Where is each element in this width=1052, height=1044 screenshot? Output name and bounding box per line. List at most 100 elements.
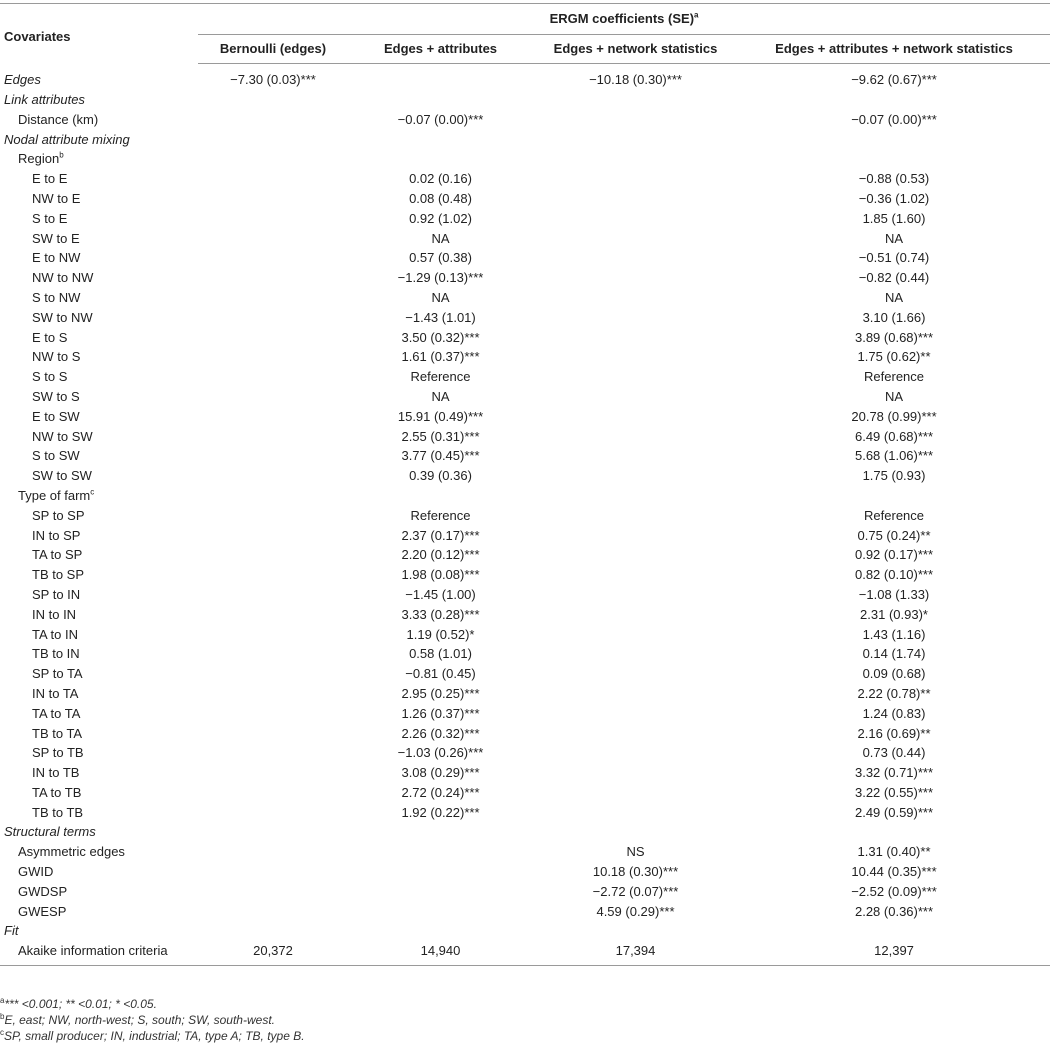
- table-cell: [198, 446, 348, 466]
- table-cell: [533, 506, 738, 526]
- table-row: TB to TB 1.92 (0.22)*** 2.49 (0.59)***: [0, 803, 1050, 823]
- table-cell: [198, 526, 348, 546]
- table-row: SW to SW 0.39 (0.36) 1.75 (0.93): [0, 466, 1050, 486]
- table-cell: [533, 743, 738, 763]
- table-cell: 2.28 (0.36)***: [854, 903, 934, 919]
- table-row: TA to TB 2.72 (0.24)*** 3.22 (0.55)***: [0, 783, 1050, 803]
- table-cell: [198, 149, 348, 169]
- table-cell: NA: [884, 230, 904, 246]
- table-row: Akaike information criteria 20,372 14,940 1…: [0, 941, 1051, 967]
- table-cell: 0.92 (0.17)***: [854, 547, 934, 563]
- table-cell: −1.08 (1.33): [858, 586, 930, 602]
- table-cell: [533, 288, 738, 308]
- table-cell: [348, 921, 533, 941]
- table-cell: [533, 427, 738, 447]
- table-cell: [348, 130, 533, 150]
- table-cell: −9.62 (0.67)***: [851, 72, 937, 87]
- table-row: TA to IN 1.19 (0.52)* 1.43 (1.16): [0, 625, 1050, 645]
- column-header-attributes: Edges + attributes: [348, 34, 533, 64]
- row-label: IN to IN: [32, 606, 77, 622]
- table-cell: [198, 328, 348, 348]
- row-label: GWDSP: [18, 883, 68, 899]
- table-cell: [533, 684, 738, 704]
- table-cell: 1.31 (0.40)**: [857, 844, 931, 860]
- table-cell: 1.19 (0.52)*: [406, 626, 475, 642]
- table-row: Distance (km) −0.07 (0.00)*** −0.07 (0.00)…: [0, 110, 1050, 130]
- table-cell: [533, 526, 738, 546]
- table-cell: 0.82 (0.10)***: [854, 567, 934, 583]
- table-cell: [198, 486, 348, 506]
- table-cell: [533, 446, 738, 466]
- table-row: GWESP 4.59 (0.29)*** 2.28 (0.36)***: [0, 902, 1050, 922]
- table-cell: [198, 248, 348, 268]
- table-cell: 10.18 (0.30)***: [592, 864, 679, 880]
- table-cell: [533, 169, 738, 189]
- row-label: Akaike information criteria: [0, 941, 198, 967]
- table-cell: 17,394: [533, 941, 738, 967]
- table-cell: 0.08 (0.48): [409, 190, 472, 206]
- row-label: E to S: [32, 329, 68, 345]
- row-label: IN to TA: [32, 685, 79, 701]
- table-row: IN to IN 3.33 (0.28)*** 2.31 (0.93)*: [0, 605, 1050, 625]
- table-cell: [198, 130, 348, 150]
- table-cell: [533, 387, 738, 407]
- table-cell: [533, 921, 738, 941]
- table-row: SW to E NA NA: [0, 229, 1050, 249]
- table-cell: 1.24 (0.83): [862, 705, 926, 721]
- table-cell: [198, 347, 348, 367]
- row-label: S to SW: [32, 448, 80, 464]
- table-row: E to NW 0.57 (0.38) −0.51 (0.74): [0, 248, 1050, 268]
- table-cell: [198, 743, 348, 763]
- table-row: E to S 3.50 (0.32)*** 3.89 (0.68)***: [0, 328, 1050, 348]
- table-cell: [533, 328, 738, 348]
- row-label: S to E: [32, 210, 68, 226]
- table-cell: [533, 149, 738, 169]
- row-label: SP to TB: [32, 745, 84, 761]
- row-label: TA to IN: [32, 626, 78, 642]
- table-cell: 1.75 (0.93): [862, 468, 926, 484]
- table-row: S to NW NA NA: [0, 288, 1050, 308]
- table-cell: 2.37 (0.17)***: [401, 527, 480, 543]
- table-row: TA to TA 1.26 (0.37)*** 1.24 (0.83): [0, 704, 1050, 724]
- table-cell: [348, 902, 533, 922]
- row-label: GWID: [18, 864, 54, 880]
- table-cell: [533, 308, 738, 328]
- table-cell: 1.26 (0.37)***: [401, 705, 480, 721]
- table-cell: NA: [431, 230, 450, 246]
- table-row: TB to IN 0.58 (1.01) 0.14 (1.74): [0, 644, 1050, 664]
- table-row: S to SW 3.77 (0.45)*** 5.68 (1.06)***: [0, 446, 1050, 466]
- table-cell: −0.51 (0.74): [858, 250, 930, 266]
- table-cell: −0.07 (0.00)***: [397, 111, 484, 127]
- table-cell: [198, 169, 348, 189]
- table-cell: [533, 367, 738, 387]
- table-row: GWDSP −2.72 (0.07)*** −2.52 (0.09)***: [0, 882, 1050, 902]
- table-cell: −0.36 (1.02): [858, 190, 930, 206]
- table-cell: [533, 347, 738, 367]
- table-cell: NA: [884, 289, 904, 305]
- row-label: SP to IN: [32, 586, 81, 602]
- column-header-bernoulli: Bernoulli (edges): [198, 34, 348, 64]
- table-cell: [533, 704, 738, 724]
- table-cell: 6.49 (0.68)***: [854, 428, 934, 444]
- table-cell: [533, 209, 738, 229]
- table-row: Regionb: [0, 149, 1050, 169]
- row-label: IN to SP: [32, 527, 81, 543]
- table-cell: [738, 130, 1050, 150]
- table-cell: 20.78 (0.99)***: [851, 408, 937, 424]
- row-label: SW to SW: [32, 468, 92, 484]
- table-cell: [198, 407, 348, 427]
- table-row: NW to E 0.08 (0.48) −0.36 (1.02): [0, 189, 1050, 209]
- table-body: Edges −7.30 (0.03)*** −10.18 (0.30)*** −9.6…: [0, 64, 1051, 967]
- table-cell: Reference: [864, 369, 925, 385]
- table-header: Covariates ERGM coefficients (SE)a Berno…: [0, 4, 1051, 64]
- table-cell: [198, 209, 348, 229]
- table-cell: 0.57 (0.38): [409, 250, 472, 266]
- table-row: Structural terms: [0, 822, 1050, 842]
- table-cell: [533, 565, 738, 585]
- row-label: SW to S: [32, 388, 80, 404]
- table-cell: [533, 189, 738, 209]
- table-cell: [348, 486, 533, 506]
- row-label: Type of farmc: [18, 487, 95, 503]
- row-label: NW to NW: [32, 270, 94, 286]
- table-cell: 3.50 (0.32)***: [401, 329, 480, 345]
